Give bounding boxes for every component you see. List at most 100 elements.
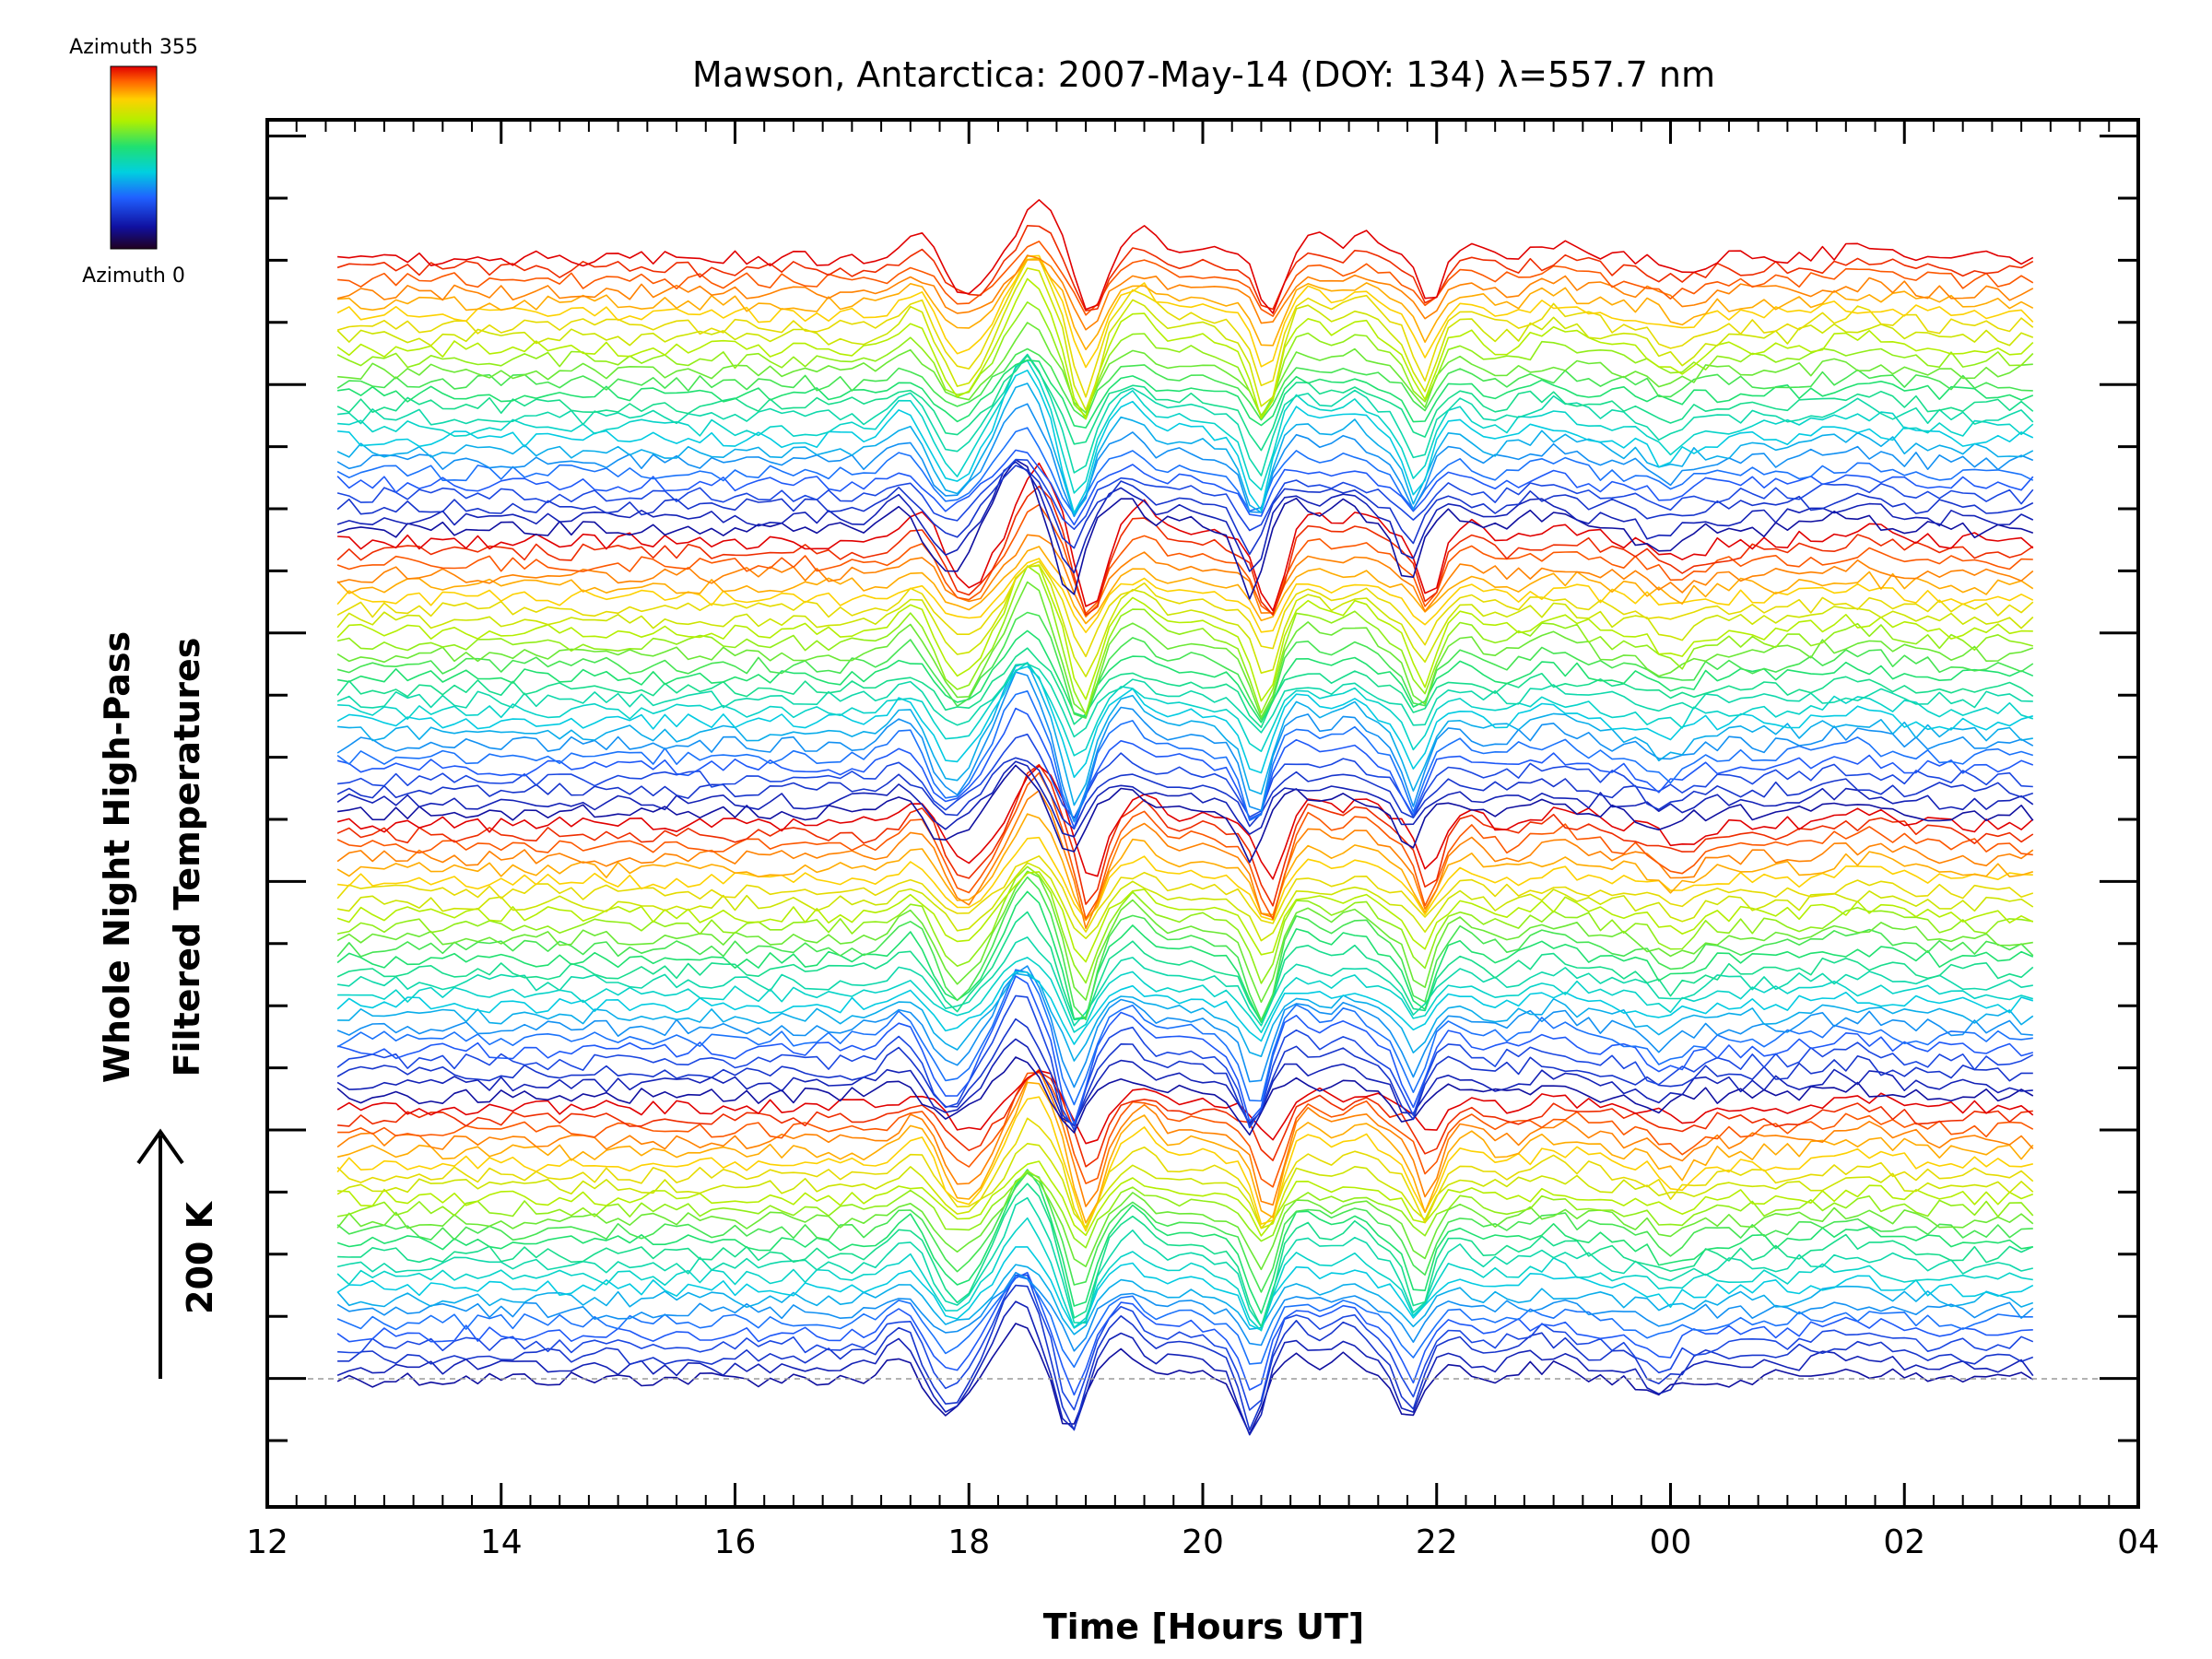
series-line xyxy=(337,662,2034,757)
series-line xyxy=(336,1117,2034,1231)
axis-ticks xyxy=(265,120,2140,1507)
series-line xyxy=(336,546,2034,625)
series-line xyxy=(336,789,2034,930)
series-line xyxy=(336,965,2033,1088)
series-line xyxy=(336,771,2033,921)
series-line xyxy=(336,465,2034,556)
series-line xyxy=(336,1170,2034,1249)
series-line xyxy=(336,359,2034,429)
plot-frame xyxy=(265,118,2140,1509)
colorbar-bottom-label: Azimuth 0 xyxy=(82,265,185,288)
scale-arrow xyxy=(136,1128,184,1379)
series-line xyxy=(336,503,2033,616)
series-line xyxy=(336,975,2034,1125)
series-group xyxy=(336,199,2034,1436)
colorbar xyxy=(110,65,158,250)
series-line xyxy=(336,354,2034,452)
series-line xyxy=(336,854,2034,933)
series-line xyxy=(336,1275,2033,1369)
series-line xyxy=(337,1071,2034,1188)
series-line xyxy=(337,662,2033,806)
scale-label: 200 K xyxy=(180,1200,220,1314)
series-line xyxy=(336,267,2034,411)
series-line xyxy=(337,1274,2034,1411)
series-line xyxy=(336,813,2034,922)
chart-title: Mawson, Antarctica: 2007-May-14 (DOY: 13… xyxy=(692,54,1715,95)
series-line xyxy=(336,1081,2034,1224)
series-line xyxy=(336,277,2034,420)
series-line xyxy=(336,994,2034,1131)
series-line xyxy=(337,353,2034,477)
series-line xyxy=(337,733,2033,819)
series-line xyxy=(337,199,2034,314)
series-line xyxy=(337,972,2034,1062)
series-line xyxy=(336,534,2034,618)
series-line xyxy=(336,671,2034,823)
series-line xyxy=(336,911,2034,1022)
series-line xyxy=(336,765,2034,880)
series-line xyxy=(336,461,2034,574)
x-tick-label: 16 xyxy=(714,1524,757,1561)
series-line xyxy=(336,254,2034,369)
series-line xyxy=(337,359,2034,494)
x-tick-label: 12 xyxy=(246,1524,288,1561)
series-line xyxy=(336,629,2034,724)
x-axis-label: Time [Hours UT] xyxy=(1043,1606,1365,1647)
series-line xyxy=(336,663,2033,738)
x-tick-label: 22 xyxy=(1416,1524,1458,1561)
series-line xyxy=(336,665,2034,779)
series-line xyxy=(336,1143,2034,1230)
series-line xyxy=(336,1264,2034,1335)
x-tick-label: 18 xyxy=(947,1524,990,1561)
series-line xyxy=(337,1182,2034,1328)
y-axis-label-line2: Filtered Temperatures xyxy=(167,638,207,1077)
x-tick-label: 00 xyxy=(1650,1524,1692,1561)
series-line xyxy=(336,1018,2033,1127)
series-line xyxy=(337,957,2034,1033)
series-line xyxy=(336,1271,2034,1352)
series-line xyxy=(336,565,2034,716)
series-line xyxy=(336,936,2033,1027)
series-line xyxy=(336,1246,2034,1331)
series-line xyxy=(336,449,2034,526)
series-line xyxy=(336,560,2034,658)
series-line xyxy=(336,382,2034,516)
series-line xyxy=(336,300,2034,418)
x-tick-label: 20 xyxy=(1182,1524,1224,1561)
series-line xyxy=(336,1056,2034,1136)
series-line xyxy=(336,564,2033,702)
series-line xyxy=(336,763,2034,907)
series-line xyxy=(336,1172,2034,1271)
series-line xyxy=(336,427,2034,515)
x-tick-label: 04 xyxy=(2117,1524,2159,1561)
series-line xyxy=(337,1071,2033,1168)
series-line xyxy=(336,760,2034,838)
series-line xyxy=(336,969,2033,1106)
series-line xyxy=(336,1169,2033,1314)
series-line xyxy=(336,647,2034,729)
series-line xyxy=(336,485,2034,617)
series-line xyxy=(336,347,2033,421)
series-line xyxy=(336,1096,2033,1232)
series-line xyxy=(336,1271,2033,1396)
series-line xyxy=(337,322,2033,418)
series-line xyxy=(336,707,2034,829)
series-line xyxy=(336,862,2034,942)
series-line xyxy=(337,836,2033,922)
series-line xyxy=(337,241,2034,317)
y-axis-label-line1: Whole Night High-Pass xyxy=(97,631,137,1083)
series-line xyxy=(336,890,2034,1023)
series-line xyxy=(336,1323,2034,1435)
series-line xyxy=(337,369,2034,514)
series-line xyxy=(336,1069,2034,1145)
series-line xyxy=(336,764,2034,864)
series-line xyxy=(336,257,2034,398)
series-line xyxy=(336,1217,2033,1332)
series-line xyxy=(337,1160,2034,1237)
series-line xyxy=(337,1284,2034,1431)
series-line xyxy=(336,611,2034,721)
series-line xyxy=(336,876,2034,1021)
series-line xyxy=(336,458,2034,600)
series-line xyxy=(336,558,2034,634)
